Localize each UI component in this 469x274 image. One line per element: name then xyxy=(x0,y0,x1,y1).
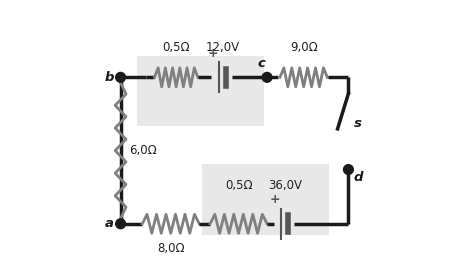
Text: c: c xyxy=(257,57,265,70)
Text: 9,0Ω: 9,0Ω xyxy=(290,41,318,54)
Text: 12,0V: 12,0V xyxy=(205,41,239,54)
Circle shape xyxy=(116,219,126,229)
Circle shape xyxy=(262,72,272,82)
Text: 0,5Ω: 0,5Ω xyxy=(225,179,252,192)
Text: 36,0V: 36,0V xyxy=(268,179,302,192)
Text: +: + xyxy=(207,47,218,60)
Text: a: a xyxy=(105,217,114,230)
Text: 0,5Ω: 0,5Ω xyxy=(162,41,190,54)
Text: s: s xyxy=(354,117,362,130)
Text: 6,0Ω: 6,0Ω xyxy=(129,144,157,157)
Text: 8,0Ω: 8,0Ω xyxy=(157,242,185,255)
Bar xyxy=(137,56,265,126)
Bar xyxy=(202,164,329,235)
Text: b: b xyxy=(105,71,114,84)
Text: +: + xyxy=(270,193,280,206)
Circle shape xyxy=(343,165,353,175)
Text: d: d xyxy=(353,171,363,184)
Circle shape xyxy=(116,72,126,82)
